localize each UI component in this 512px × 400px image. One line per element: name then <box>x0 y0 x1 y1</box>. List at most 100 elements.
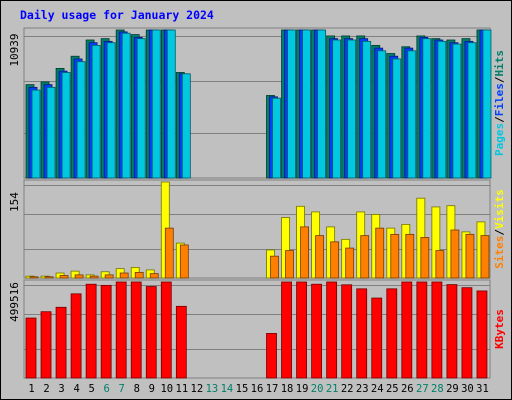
bar-sites-day-31 <box>480 235 490 279</box>
legend-entry: Pages <box>493 123 506 156</box>
bar-pages-day-23 <box>362 40 372 179</box>
bar-sites-day-24 <box>375 227 385 279</box>
bar-pages-day-6 <box>106 42 116 179</box>
bar-kbytes-day-26 <box>401 281 413 379</box>
x-tick-label-day-13: 13 <box>206 383 219 395</box>
bar-sites-day-9 <box>149 273 159 279</box>
bar-sites-day-2 <box>44 276 54 279</box>
bar-kbytes-day-20 <box>311 283 323 379</box>
bar-kbytes-day-23 <box>356 288 368 379</box>
bar-pages-day-8 <box>136 38 146 179</box>
panel-legend: Sites/Visits <box>493 189 506 269</box>
bar-sites-day-4 <box>74 274 84 279</box>
x-tick-label-day-11: 11 <box>176 383 189 395</box>
x-tick-label-day-7: 7 <box>119 383 125 395</box>
x-tick-label-day-4: 4 <box>73 383 79 395</box>
bar-pages-day-3 <box>61 72 71 179</box>
bar-pages-day-17 <box>272 97 281 179</box>
bar-kbytes-day-24 <box>371 297 383 379</box>
bar-sites-day-7 <box>119 272 129 279</box>
bar-kbytes-day-29 <box>446 284 458 379</box>
bar-sites-day-19 <box>300 226 309 279</box>
x-tick-label-day-15: 15 <box>236 383 249 395</box>
bar-pages-day-4 <box>76 61 86 179</box>
x-axis-day-labels: 1 2 3 4 5 6 7 8 9 10 11 12 13 14 15 16 17 18 19 20 21 22 23 24 2… <box>28 383 488 395</box>
bar-sites-day-23 <box>360 235 370 279</box>
bar-pages-day-28 <box>437 40 447 179</box>
bar-kbytes-day-27 <box>416 281 428 379</box>
bar-pages-day-18 <box>287 29 296 179</box>
bar-kbytes-day-18 <box>281 281 292 379</box>
bar-pages-day-27 <box>422 38 432 179</box>
bar-pages-day-31 <box>482 29 492 179</box>
bar-sites-day-20 <box>315 235 325 279</box>
bar-sites-day-6 <box>104 274 114 279</box>
x-tick-label-day-1: 1 <box>28 383 34 395</box>
bar-sites-day-26 <box>405 233 415 279</box>
bar-sites-day-3 <box>59 275 69 279</box>
x-tick-label-day-18: 18 <box>281 383 294 395</box>
bar-kbytes-day-21 <box>326 281 338 379</box>
bar-kbytes-day-1 <box>25 317 37 379</box>
bar-kbytes-day-11 <box>175 305 187 379</box>
x-tick-label-day-10: 10 <box>160 383 173 395</box>
chart-panels: 10939Pages/Files/Hits154Sites/Visits4995… <box>8 27 506 379</box>
x-tick-label-day-24: 24 <box>371 383 384 395</box>
x-tick-label-day-19: 19 <box>296 383 309 395</box>
legend-entry: Hits <box>493 50 506 77</box>
panel-visits-sites: 154 Sites/Visits <box>8 179 506 279</box>
bar-kbytes-day-22 <box>341 284 353 379</box>
bar-sites-day-1 <box>29 276 39 279</box>
legend-entry: Visits <box>493 189 506 229</box>
x-tick-label-day-31: 31 <box>476 383 489 395</box>
bar-sites-day-21 <box>330 241 340 279</box>
x-tick-label-day-22: 22 <box>341 383 354 395</box>
bar-pages-day-1 <box>31 89 41 179</box>
bar-pages-day-19 <box>302 29 311 179</box>
bar-kbytes-day-19 <box>296 281 307 379</box>
bar-sites-day-29 <box>450 229 460 279</box>
x-tick-label-day-29: 29 <box>446 383 459 395</box>
bar-kbytes-day-31 <box>476 290 488 379</box>
x-tick-label-day-2: 2 <box>43 383 49 395</box>
x-tick-label-day-9: 9 <box>149 383 155 395</box>
panel-max-label: 499516 <box>8 282 21 322</box>
bar-kbytes-day-17 <box>266 333 277 379</box>
x-tick-label-day-14: 14 <box>221 383 234 395</box>
bar-kbytes-day-30 <box>461 287 473 379</box>
bar-kbytes-day-3 <box>55 306 67 379</box>
bar-pages-day-30 <box>467 42 477 179</box>
bar-pages-day-2 <box>46 86 56 179</box>
x-tick-label-day-27: 27 <box>416 383 429 395</box>
bar-pages-day-20 <box>317 29 327 179</box>
bar-kbytes-day-6 <box>100 284 112 379</box>
bar-kbytes-day-10 <box>160 281 172 379</box>
bar-kbytes-day-25 <box>386 288 398 379</box>
bar-sites-day-22 <box>345 247 355 279</box>
bar-pages-day-24 <box>377 50 387 179</box>
bar-pages-day-9 <box>151 29 161 179</box>
x-tick-label-day-3: 3 <box>58 383 64 395</box>
x-tick-label-day-12: 12 <box>191 383 204 395</box>
x-tick-label-day-23: 23 <box>356 383 369 395</box>
bar-kbytes-day-9 <box>145 286 157 379</box>
panel-legend: Pages/Files/Hits <box>493 50 506 156</box>
x-tick-label-day-28: 28 <box>431 383 444 395</box>
x-tick-label-day-20: 20 <box>311 383 324 395</box>
bar-pages-day-11 <box>181 73 191 179</box>
series-sites <box>29 226 490 279</box>
x-tick-label-day-17: 17 <box>266 383 279 395</box>
x-tick-label-day-21: 21 <box>326 383 339 395</box>
bar-kbytes-day-5 <box>85 283 97 379</box>
bar-pages-day-5 <box>91 45 101 179</box>
bar-sites-day-5 <box>89 275 99 279</box>
legend-entry: / <box>493 116 506 123</box>
chart-title: Daily usage for January 2024 <box>20 8 214 22</box>
bar-sites-day-28 <box>435 250 445 279</box>
legend-entry: / <box>493 229 506 236</box>
series-pages <box>31 29 492 179</box>
panel-max-label: 154 <box>8 192 21 212</box>
x-tick-label-day-26: 26 <box>401 383 414 395</box>
